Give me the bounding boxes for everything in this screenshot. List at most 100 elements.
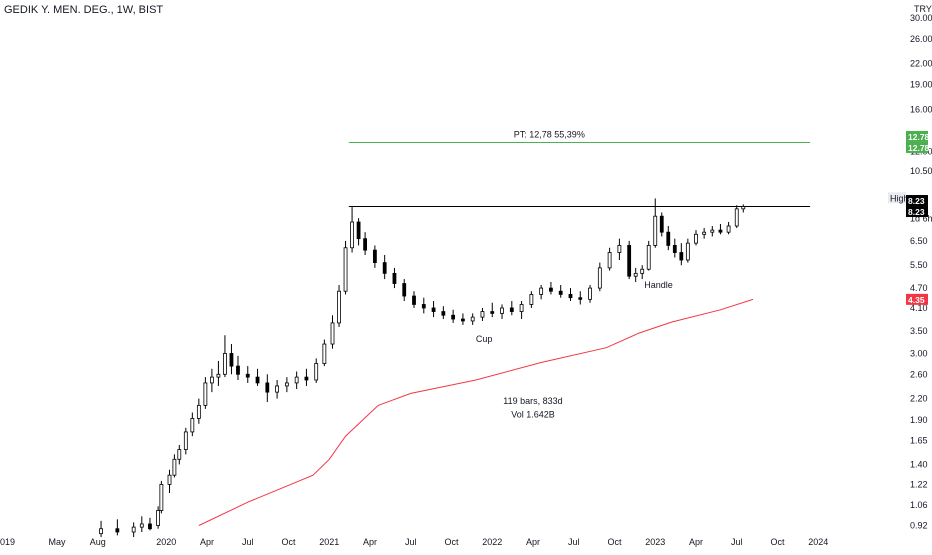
candle xyxy=(666,225,671,251)
candle xyxy=(392,267,397,289)
price-tag-box xyxy=(906,206,928,218)
candle xyxy=(617,238,622,261)
candle xyxy=(337,285,341,327)
candle xyxy=(685,238,690,263)
candle-body xyxy=(159,484,164,511)
candle-body xyxy=(710,229,715,233)
time-tick-label: Aug xyxy=(90,537,106,547)
price-tick-label: 4.10 xyxy=(910,303,928,313)
price-tick-label: 26.00 xyxy=(910,34,932,44)
levels-layer xyxy=(348,141,811,208)
candle-body xyxy=(229,353,234,367)
price-tick-label: 16.00 xyxy=(910,105,932,115)
time-tick-label: 2023 xyxy=(645,537,665,547)
candle xyxy=(653,198,658,248)
candle-body xyxy=(441,311,446,316)
candle xyxy=(209,368,214,393)
candle xyxy=(229,344,234,375)
candle-body xyxy=(209,376,214,384)
candle-body xyxy=(294,376,299,384)
candle xyxy=(588,285,592,303)
time-tick-label: Jul xyxy=(405,537,417,547)
candle-body xyxy=(236,365,240,375)
high-label: High xyxy=(890,193,909,203)
candle xyxy=(139,516,144,532)
candle-body xyxy=(265,382,270,393)
candle-body xyxy=(640,268,645,274)
candle xyxy=(196,398,201,424)
price-tick-label: 30.00 xyxy=(910,13,932,23)
price-tick-label: 1.22 xyxy=(910,479,928,489)
candle-body xyxy=(275,385,279,393)
candle-body xyxy=(255,376,260,384)
candle xyxy=(245,366,250,383)
candle-body xyxy=(431,307,436,312)
candle-body xyxy=(627,245,632,277)
price-tag-box xyxy=(906,293,928,305)
candle xyxy=(412,291,416,308)
candle-body xyxy=(539,287,544,295)
candle-body xyxy=(633,272,638,277)
candle xyxy=(216,360,221,386)
price-tick-label: 3.00 xyxy=(910,348,928,358)
candle-body xyxy=(382,262,387,274)
candle xyxy=(461,313,465,325)
price-tag-text: 12.78 xyxy=(908,143,930,153)
time-tick-label: Oct xyxy=(770,537,785,547)
candle-body xyxy=(322,343,327,364)
candle-body xyxy=(284,382,289,387)
candle xyxy=(607,247,612,271)
candle xyxy=(159,480,164,514)
candle-body xyxy=(679,252,684,261)
price-tick-label: 5.50 xyxy=(910,260,928,270)
candle xyxy=(255,368,260,386)
time-tick-label: Jul xyxy=(568,537,580,547)
candle xyxy=(640,265,645,280)
time-tick-label: 2024 xyxy=(808,537,828,547)
candle-body xyxy=(702,231,707,235)
candle xyxy=(421,297,426,314)
price-tag-box xyxy=(906,141,928,153)
axes-layer: TRY30.0026.0022.0019.0016.0012.0010.508.… xyxy=(0,4,932,547)
symbol-title: GEDIK Y. MEN. DEG., 1W, BIST xyxy=(4,4,164,16)
candle-body xyxy=(617,245,622,253)
price-tag: 12.78 xyxy=(906,130,930,142)
time-tick-label: Oct xyxy=(607,537,622,547)
candle-body xyxy=(337,290,341,324)
price-tick-label: 0.92 xyxy=(910,521,928,531)
candle xyxy=(372,245,377,268)
candle-body xyxy=(131,526,136,533)
time-tick-label: 019 xyxy=(0,537,15,547)
price-tick-label: 22.00 xyxy=(910,58,932,68)
candle-body xyxy=(549,287,553,292)
price-tag-text: 8.23 xyxy=(908,207,925,217)
candle-body xyxy=(172,458,177,476)
candle-body xyxy=(372,249,377,263)
candle-body xyxy=(190,418,195,433)
candle-body xyxy=(314,363,319,381)
candle xyxy=(322,339,327,367)
candle-body xyxy=(148,523,152,530)
price-tick-label: 10.50 xyxy=(910,166,932,176)
price-tick-label: 1.06 xyxy=(910,500,928,510)
candle-body xyxy=(653,215,658,246)
candle-body xyxy=(330,322,335,345)
price-tick-label: 2.60 xyxy=(910,369,928,379)
price-tag: 8.23 xyxy=(906,195,928,207)
candle-body xyxy=(659,215,664,233)
candle xyxy=(441,306,446,320)
candle-body xyxy=(177,449,182,460)
candle-body xyxy=(509,307,514,312)
candle-body xyxy=(558,290,563,295)
candle-body xyxy=(461,318,465,322)
candle-body xyxy=(115,528,120,533)
candle-body xyxy=(588,287,592,300)
candle xyxy=(710,225,715,237)
moving-average-line xyxy=(198,298,754,526)
candle-body xyxy=(451,314,456,320)
candle xyxy=(172,454,177,478)
price-tag: 12.78 xyxy=(906,141,930,153)
candle-body xyxy=(223,353,227,375)
candle-body xyxy=(216,373,221,378)
